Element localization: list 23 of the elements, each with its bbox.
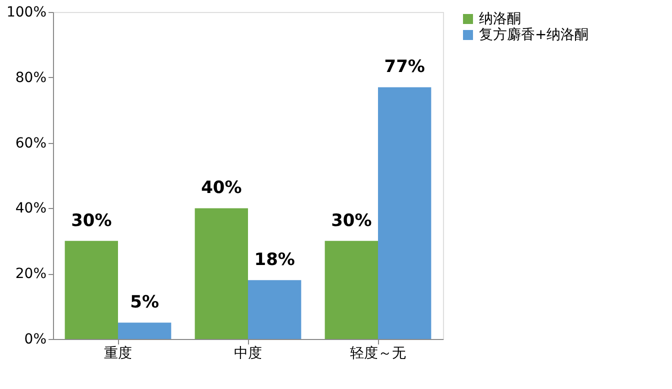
bar	[118, 322, 172, 339]
y-tick-label: 40%	[15, 200, 46, 217]
bar	[378, 87, 432, 339]
legend-label: 复方麝香+纳洛酮	[479, 27, 589, 43]
bar	[194, 208, 248, 339]
y-tick-label: 80%	[15, 70, 46, 86]
data-label: 30%	[71, 210, 112, 231]
bar	[64, 240, 118, 339]
bar	[324, 240, 378, 339]
y-tick-label: 0%	[24, 332, 46, 348]
y-tick-label: 100%	[6, 4, 46, 20]
legend-label: 纳洛酮	[479, 11, 521, 27]
data-label: 5%	[130, 292, 160, 313]
x-tick-label: 轻度～无	[350, 346, 406, 362]
x-tick-label: 重度	[104, 346, 132, 362]
data-label: 18%	[254, 250, 295, 270]
x-tick-label: 中度	[234, 346, 262, 362]
y-tick-label: 60%	[15, 135, 46, 152]
bar	[248, 280, 302, 339]
data-label: 40%	[201, 178, 242, 198]
data-label: 77%	[384, 57, 425, 78]
data-label: 30%	[331, 210, 372, 231]
y-tick-label: 20%	[15, 266, 46, 282]
